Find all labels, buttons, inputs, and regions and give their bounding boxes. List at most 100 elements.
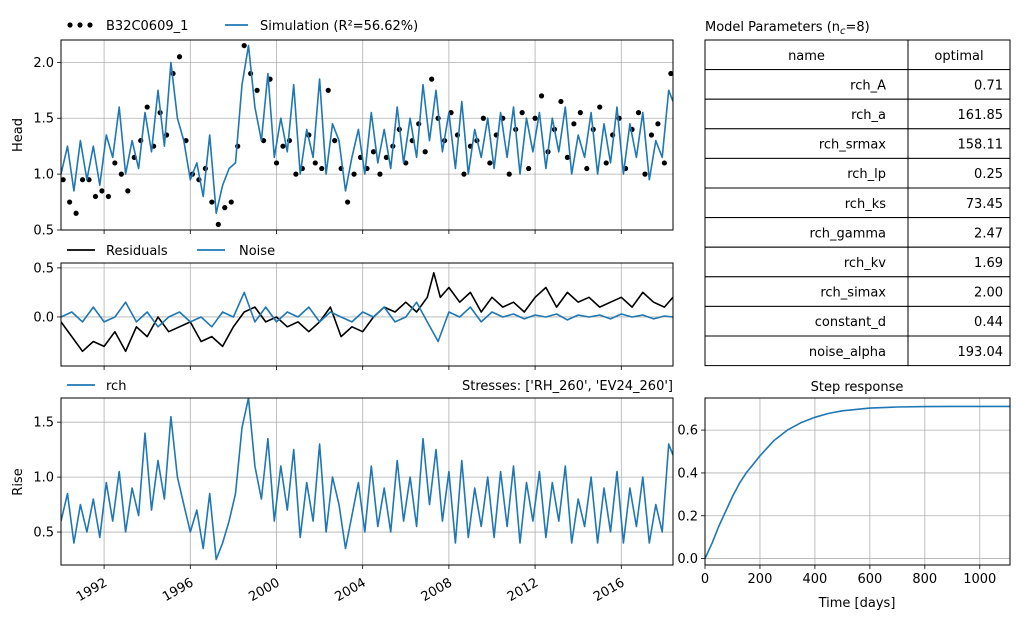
step-response-x-axis-label: Time [days] [818, 596, 896, 611]
head-y-axis-label: Head [11, 118, 26, 152]
residuals-plot-frame [60, 262, 674, 367]
table-cell [704, 187, 909, 219]
observation-point [280, 143, 286, 149]
contribution-stresses-title: Stresses: ['RH_260', 'EV24_260'] [462, 379, 673, 394]
legend-label-noise: Noise [239, 244, 275, 259]
y-tick-label: 0.4 [677, 466, 698, 481]
x-tick-label: 2016 [591, 575, 627, 605]
observation-point [558, 98, 564, 105]
parameter-value: 1.69 [974, 256, 1003, 271]
observation-point [584, 165, 590, 172]
legend-label-rch: rch [106, 379, 126, 394]
table-cell [907, 335, 1011, 367]
contribution-legend: rch [67, 379, 126, 394]
x-tick-label: 400 [802, 572, 827, 587]
parameter-value: 0.44 [974, 315, 1003, 330]
column-header-name: name [788, 49, 825, 64]
residuals-line [61, 272, 673, 353]
parameter-value: 193.04 [958, 345, 1004, 360]
observation-point [506, 171, 512, 177]
residuals-panel: 0.0 0.5 Residuals Noise [33, 244, 674, 370]
x-tick-label: 2004 [333, 575, 369, 605]
observation-point [61, 177, 66, 183]
contribution-plot-frame [60, 397, 674, 566]
contribution-y-axis-label: Rise [11, 468, 26, 495]
residuals-legend: Residuals Noise [67, 244, 275, 259]
observation-point [273, 160, 280, 166]
x-tick-label: 2000 [246, 575, 282, 605]
observation-point [564, 154, 571, 160]
parameter-row: rch_ks 73.45 [704, 187, 1011, 219]
observation-point [480, 115, 486, 121]
observation-point [112, 160, 118, 166]
observation-point [377, 171, 383, 177]
parameter-value: 161.85 [958, 108, 1004, 123]
observation-point [577, 110, 583, 116]
parameter-name: rch_gamma [810, 226, 886, 241]
observation-point [661, 160, 667, 166]
observation-point [461, 171, 467, 177]
y-tick-label: 0.6 [677, 424, 698, 439]
legend-marker-observed [87, 22, 93, 28]
observation-point [99, 188, 105, 194]
observation-point [603, 160, 609, 166]
observation-point [73, 210, 79, 216]
legend-marker-observed [67, 22, 73, 28]
step-response-plot-frame [704, 397, 1011, 566]
parameter-name: rch_srmax [819, 138, 886, 153]
x-tick-label: 1992 [74, 575, 110, 605]
noise-line [61, 291, 673, 343]
table-cell [704, 335, 909, 367]
table-cell [704, 276, 909, 307]
parameter-row: noise_alpha 193.04 [704, 335, 1011, 367]
observation-point [332, 137, 338, 144]
observation-point [209, 199, 215, 205]
y-tick-label: 0.2 [677, 509, 698, 524]
observation-point [668, 70, 673, 77]
parameter-row: rch_a 161.85 [704, 98, 1011, 130]
parameters-header-row: name optimal [704, 39, 1011, 71]
parameter-name: rch_a [851, 108, 886, 123]
y-tick-label: 1.5 [33, 416, 54, 431]
x-tick-label: 1000 [963, 572, 996, 587]
observation-point [597, 104, 603, 110]
observation-point [532, 115, 538, 121]
observation-point [125, 188, 131, 194]
parameter-row: constant_d 0.44 [704, 305, 1011, 337]
simulation-line [61, 44, 673, 214]
observation-point [105, 193, 112, 200]
table-cell [907, 187, 1011, 219]
y-tick-label: 2.0 [33, 56, 54, 71]
observation-point [254, 87, 260, 93]
observation-point [642, 171, 648, 177]
observation-point [228, 199, 234, 205]
parameter-name: rch_lp [847, 167, 886, 182]
observation-point [176, 54, 183, 60]
observation-point [144, 104, 150, 110]
observation-point [648, 132, 655, 138]
head-panel: 0.5 1.0 1.5 2.0 Head B32C0609_1 Simulation … [11, 19, 674, 239]
parameter-value: 73.45 [966, 197, 1003, 212]
table-cell [907, 69, 1011, 100]
x-tick-label: 600 [857, 572, 882, 587]
parameter-name: constant_d [815, 315, 886, 330]
observation-point [345, 199, 351, 205]
head-plot-frame [60, 39, 674, 231]
observation-point [319, 165, 325, 172]
parameter-row: rch_kv 1.69 [704, 246, 1011, 278]
legend-marker-observed [77, 22, 83, 28]
table-cell [907, 305, 1011, 337]
step-response-panel: 0 200 400 600 800 1000 0.0 0.2 0.4 0.6 Step respo… [677, 380, 1011, 611]
step-response-title: Step response [811, 380, 904, 395]
parameter-value: 2.00 [974, 286, 1003, 301]
rch-line [61, 398, 673, 561]
table-cell [907, 39, 1011, 71]
observation-point [487, 160, 493, 166]
observation-point [370, 149, 377, 155]
observation-point [67, 199, 73, 205]
observation-point [655, 121, 661, 127]
x-tick-label: 0 [701, 572, 709, 587]
table-cell [907, 276, 1011, 307]
observation-point [293, 171, 299, 177]
parameter-row: rch_gamma 2.47 [704, 217, 1011, 248]
